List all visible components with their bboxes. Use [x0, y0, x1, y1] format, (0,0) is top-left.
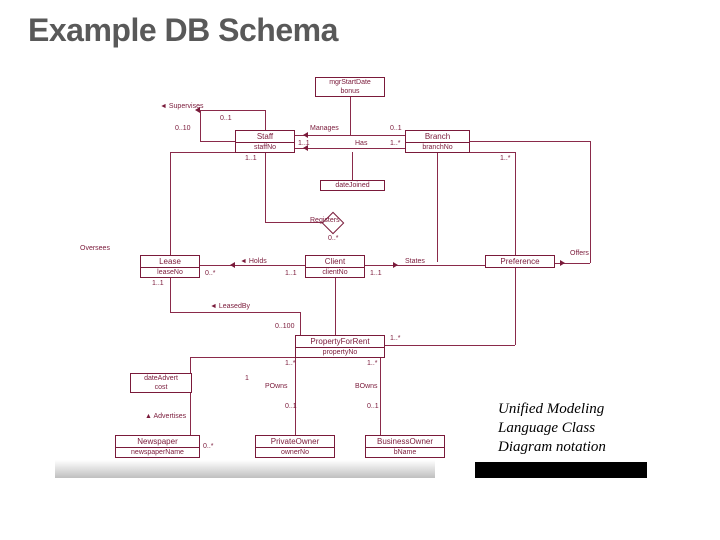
lbl-supervises: ◄ Supervises	[160, 103, 204, 110]
caption: Unified Modeling Language Class Diagram …	[498, 400, 606, 456]
card-01a: 0..1	[220, 115, 232, 122]
entity-businessowner: BusinessOwner bName	[365, 435, 445, 458]
lbl-oversees: Oversees	[80, 245, 110, 252]
lbl-manages: Manages	[310, 125, 339, 132]
lbl-holds: ◄ Holds	[240, 258, 267, 265]
card-11e: 1..1	[152, 280, 164, 287]
lbl-states: States	[405, 258, 425, 265]
card-11d: 1..1	[370, 270, 382, 277]
card-1sd: 1..*	[285, 360, 296, 367]
card-1sc: 1..*	[390, 335, 401, 342]
shadow-left	[55, 460, 435, 478]
entity-mgrstartdate: mgrStartDate bonus	[315, 77, 385, 97]
card-1a: 1	[245, 375, 249, 382]
card-01d: 0..1	[367, 403, 379, 410]
lbl-bowns: BOwns	[355, 383, 378, 390]
card-1sa: 1..*	[390, 140, 401, 147]
entity-newspaper: Newspaper newspaperName	[115, 435, 200, 458]
entity-preference: Preference	[485, 255, 555, 268]
lbl-offers: Offers	[570, 250, 589, 257]
card-0sc: 0..*	[203, 443, 214, 450]
card-01c: 0..1	[285, 403, 297, 410]
card-0100: 0..100	[275, 323, 294, 330]
lbl-has: Has	[355, 140, 367, 147]
lbl-leasedby: ◄ LeasedBy	[210, 303, 250, 310]
card-0sa: 0..*	[328, 235, 339, 242]
card-11c: 1..1	[285, 270, 297, 277]
entity-privateowner: PrivateOwner ownerNo	[255, 435, 335, 458]
card-1sb: 1..*	[500, 155, 511, 162]
shadow-right	[475, 462, 647, 478]
lbl-powns: POwns	[265, 383, 288, 390]
card-1se: 1..*	[367, 360, 378, 367]
entity-branch: Branch branchNo	[405, 130, 470, 153]
entity-dateadvert: dateAdvert cost	[130, 373, 192, 393]
entity-datejoined: dateJoined	[320, 180, 385, 191]
entity-client: Client clientNo	[305, 255, 365, 278]
card-010: 0..10	[175, 125, 191, 132]
entity-property: PropertyForRent propertyNo	[295, 335, 385, 358]
entity-staff: Staff staffNo	[235, 130, 295, 153]
card-01b: 0..1	[390, 125, 402, 132]
registers-label: Registers	[310, 217, 340, 224]
card-11b: 1..1	[245, 155, 257, 162]
card-0sb: 0..*	[205, 270, 216, 277]
entity-lease: Lease leaseNo	[140, 255, 200, 278]
lbl-advertises: ▲ Advertises	[145, 413, 186, 420]
page-title: Example DB Schema	[28, 12, 338, 49]
card-11a: 1..1	[298, 140, 310, 147]
